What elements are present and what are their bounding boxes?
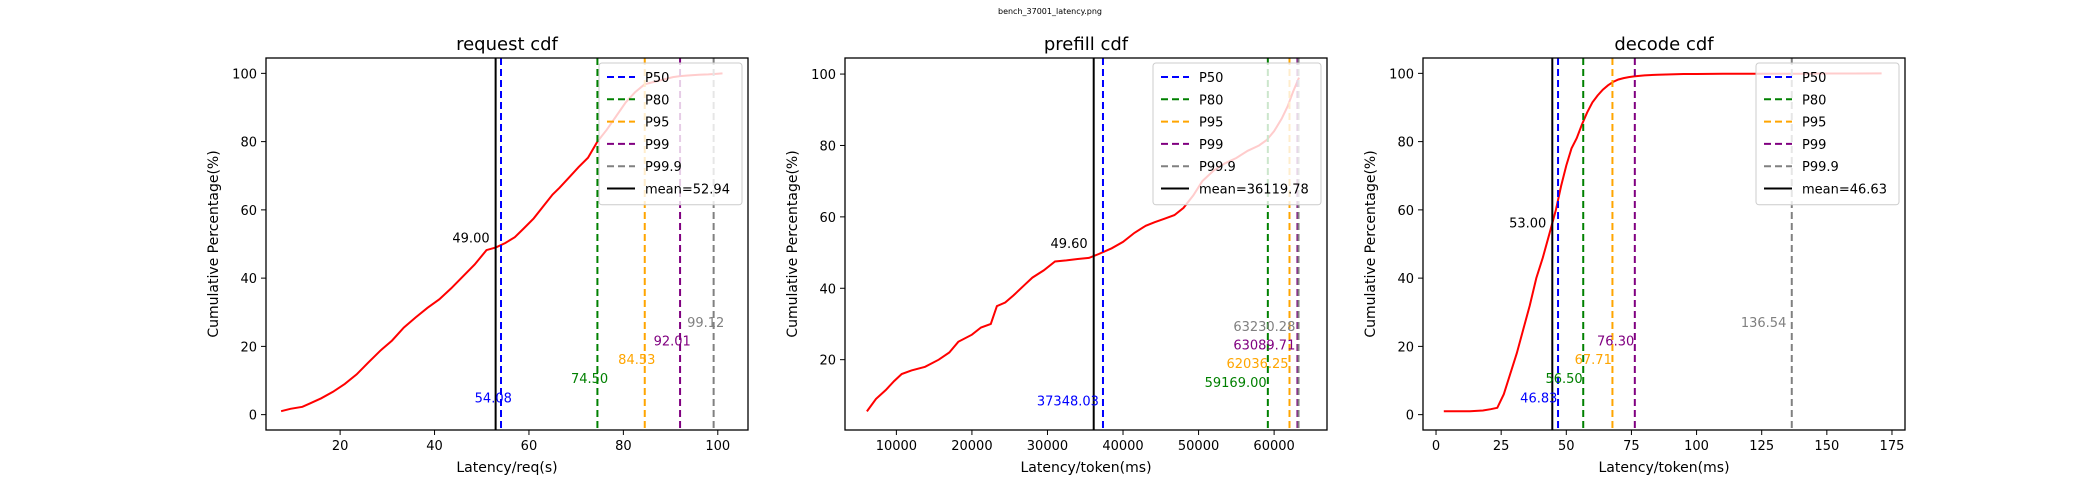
percentile-annotation: 63089.71: [1233, 338, 1295, 353]
y-tick-label: 40: [819, 282, 836, 297]
x-tick-label: 30000: [1027, 439, 1068, 454]
y-tick-label: 40: [1397, 272, 1414, 287]
legend-entry: P99.9: [1199, 160, 1236, 175]
y-tick-label: 80: [1397, 136, 1414, 151]
plot-frame: [844, 57, 1328, 431]
percentile-annotation: 84.53: [618, 353, 655, 368]
percentile-annotation: 99.12: [687, 316, 724, 331]
percentile-annotation: 74.50: [571, 372, 608, 387]
legend: P50 P80 P95 P99 P99.9 mean=36119.78: [1152, 62, 1322, 206]
x-tick-label: 10000: [876, 439, 917, 454]
x-tick-label: 40: [426, 439, 443, 454]
y-tick-label: 0: [1406, 409, 1414, 424]
x-tick-label: 20000: [951, 439, 992, 454]
legend-entry: P80: [645, 93, 669, 108]
legend-entry: P50: [1802, 71, 1826, 86]
mean-annotation: 49.00: [452, 231, 489, 246]
percentile-annotation: 46.83: [1520, 392, 1557, 407]
legend-entry: P99: [1199, 138, 1223, 153]
y-tick-label: 100: [232, 67, 257, 82]
x-tick-label: 100: [1684, 439, 1709, 454]
y-tick-label: 20: [240, 340, 257, 355]
percentile-annotation: 63230.28: [1233, 320, 1295, 335]
legend-entry: P99.9: [645, 160, 682, 175]
y-tick-label: 20: [1397, 340, 1414, 355]
mean-annotation: 53.00: [1509, 217, 1546, 232]
percentile-annotation: 37348.03: [1037, 394, 1099, 409]
percentile-annotation: 136.54: [1741, 316, 1787, 331]
chart-panel-2: 49.60 37348.03 59169.00 62036.25 63089.71 632…: [785, 34, 1328, 476]
legend-entry: P99: [645, 138, 669, 153]
mean-annotation: 49.60: [1050, 237, 1087, 252]
y-tick-label: 60: [1397, 204, 1414, 219]
legend-entry: P80: [1802, 93, 1826, 108]
figure-suptitle: bench_37001_latency.png: [998, 7, 1102, 16]
legend-entry: P80: [1199, 93, 1223, 108]
chart-panel-1: 49.00 54.08 74.50 84.53 92.01 99.12 20 40 60 80 10…: [206, 34, 749, 476]
x-tick-label: 25: [1493, 439, 1510, 454]
legend-box: [1152, 62, 1322, 206]
chart-panel-3: 53.00 46.83 56.50 67.71 76.30 136.54 0 25 50 75 10…: [1363, 34, 1906, 476]
y-tick-label: 60: [819, 211, 836, 226]
legend-entry: P95: [1802, 116, 1826, 131]
legend-entry: mean=46.63: [1802, 183, 1887, 198]
legend-entry: mean=52.94: [645, 183, 730, 198]
x-tick-label: 150: [1814, 439, 1839, 454]
cdf-series-line: [1443, 72, 1882, 413]
x-tick-label: 100: [705, 439, 730, 454]
y-tick-label: 0: [249, 409, 257, 424]
x-tick-label: 60: [521, 439, 538, 454]
x-tick-label: 60000: [1253, 439, 1294, 454]
x-tick-label: 50: [1558, 439, 1575, 454]
legend-entry: P50: [645, 71, 669, 86]
percentile-annotation: 67.71: [1575, 353, 1612, 368]
y-tick-label: 20: [819, 354, 836, 369]
x-tick-label: 175: [1880, 439, 1905, 454]
legend-entry: P95: [645, 116, 669, 131]
y-axis-label: Cumulative Percentage(%): [1363, 150, 1379, 337]
percentile-annotation: 59169.00: [1205, 376, 1267, 391]
x-axis-label: Latency/token(ms): [1598, 460, 1729, 476]
percentile-annotation: 92.01: [654, 334, 691, 349]
x-axis-label: Latency/token(ms): [1020, 460, 1151, 476]
legend-entry: P99.9: [1802, 160, 1839, 175]
y-tick-label: 80: [819, 139, 836, 154]
plot-frame: [1422, 57, 1906, 431]
legend-entry: mean=36119.78: [1199, 183, 1309, 198]
y-tick-label: 80: [240, 136, 257, 151]
x-tick-label: 20: [332, 439, 349, 454]
y-tick-label: 100: [1389, 67, 1414, 82]
x-tick-label: 80: [615, 439, 632, 454]
x-axis-label: Latency/req(s): [456, 460, 557, 476]
legend-entry: P95: [1199, 116, 1223, 131]
percentile-annotation: 62036.25: [1227, 357, 1289, 372]
y-tick-label: 40: [240, 272, 257, 287]
x-tick-label: 0: [1432, 439, 1440, 454]
percentile-annotation: 56.50: [1545, 372, 1582, 387]
percentile-annotation: 54.08: [475, 392, 512, 407]
legend: P50 P80 P95 P99 P99.9 mean=46.63: [1755, 62, 1900, 206]
chart-title: prefill cdf: [1044, 34, 1129, 55]
y-tick-label: 60: [240, 204, 257, 219]
y-axis-label: Cumulative Percentage(%): [785, 150, 801, 337]
x-tick-label: 50000: [1178, 439, 1219, 454]
x-tick-label: 75: [1623, 439, 1640, 454]
plot-frame: [265, 57, 749, 431]
x-tick-label: 125: [1749, 439, 1774, 454]
y-axis-label: Cumulative Percentage(%): [206, 150, 222, 337]
chart-title: decode cdf: [1614, 34, 1714, 55]
legend-entry: P50: [1199, 71, 1223, 86]
x-tick-label: 40000: [1102, 439, 1143, 454]
y-tick-label: 100: [811, 68, 836, 83]
chart-title: request cdf: [456, 34, 558, 55]
percentile-annotation: 76.30: [1597, 334, 1634, 349]
legend-entry: P99: [1802, 138, 1826, 153]
legend: P50 P80 P95 P99 P99.9 mean=52.94: [598, 62, 743, 206]
